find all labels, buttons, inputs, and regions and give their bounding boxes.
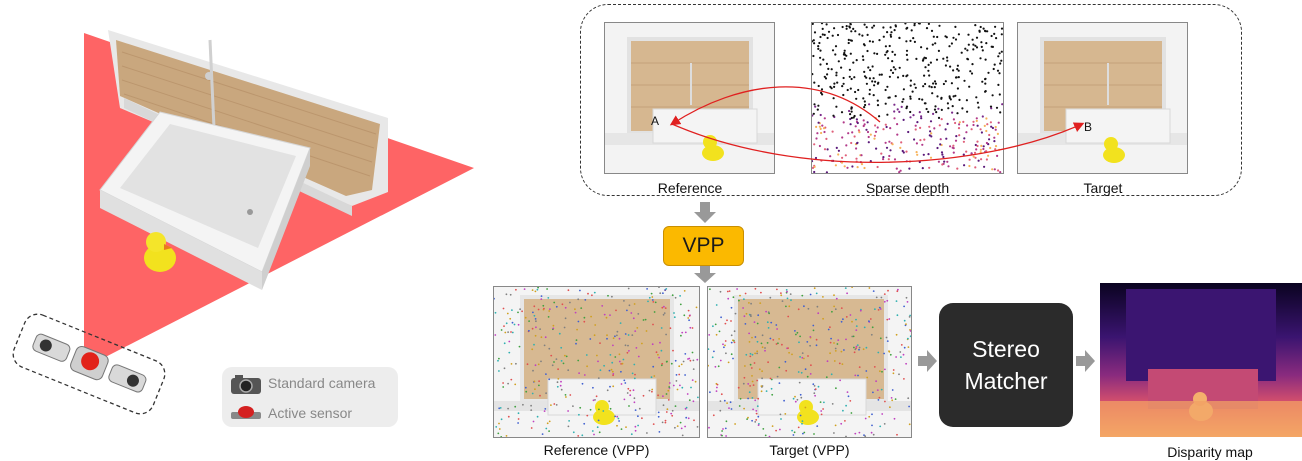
flow-arrow-right-1 bbox=[918, 350, 937, 372]
target-vpp-scene bbox=[708, 287, 911, 437]
target-panel bbox=[1017, 22, 1188, 174]
stereo-matcher-block: Stereo Matcher bbox=[939, 303, 1073, 427]
flow-arrow-down-1 bbox=[694, 202, 716, 223]
shower-pipe bbox=[208, 39, 216, 129]
point-a-label: A bbox=[651, 114, 660, 128]
rubber-duck bbox=[144, 232, 176, 272]
reference-vpp-scene bbox=[494, 287, 699, 437]
reference-vpp-label: Reference (VPP) bbox=[543, 442, 650, 458]
flow-arrow-down-2 bbox=[694, 264, 716, 283]
reference-vpp-panel bbox=[493, 286, 700, 438]
target-scene bbox=[1018, 23, 1187, 173]
target-vpp-label: Target (VPP) bbox=[769, 442, 850, 458]
disparity-map-image bbox=[1100, 283, 1302, 437]
legend-camera-label: Standard camera bbox=[268, 375, 376, 391]
sensor-rig bbox=[32, 333, 147, 393]
vpp-block: VPP bbox=[663, 226, 744, 266]
point-b-label: B bbox=[1084, 120, 1093, 134]
sparse-depth-points bbox=[812, 23, 1003, 173]
stereo-matcher-line2: Matcher bbox=[964, 368, 1048, 394]
camera-icon bbox=[231, 375, 261, 394]
reference-panel bbox=[604, 22, 775, 174]
drain bbox=[247, 209, 253, 215]
input-group-outline bbox=[580, 4, 1242, 196]
stereo-matcher-line1: Stereo bbox=[972, 336, 1040, 362]
bathtub-inner bbox=[120, 124, 296, 248]
target-vpp-panel bbox=[707, 286, 912, 438]
flow-arrow-right-2 bbox=[1076, 350, 1095, 372]
scene-illustration bbox=[12, 30, 474, 415]
correspondence-arrows bbox=[669, 86, 1085, 163]
legend-sensor-label: Active sensor bbox=[268, 405, 353, 421]
sensor-rig-outline bbox=[12, 313, 166, 415]
target-label: Target bbox=[1083, 180, 1123, 196]
sparse-depth-label: Sparse depth bbox=[865, 180, 950, 196]
vpp-label: VPP bbox=[682, 234, 725, 257]
bathtub-side bbox=[100, 190, 262, 290]
disparity-map-label: Disparity map bbox=[1167, 444, 1253, 460]
sensor-icon bbox=[231, 406, 261, 419]
reference-label: Reference bbox=[657, 180, 723, 196]
legend: Standard camera Active sensor bbox=[222, 367, 398, 427]
